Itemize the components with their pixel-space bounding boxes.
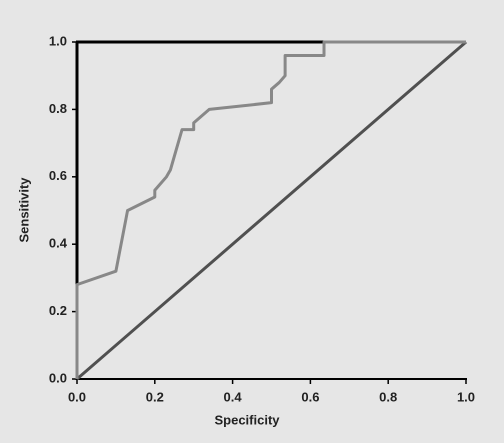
x-tick-label: 0.6 xyxy=(301,389,319,404)
x-tick-label: 0.2 xyxy=(146,389,164,404)
y-tick-label: 0.0 xyxy=(49,370,67,385)
x-tick-label: 1.0 xyxy=(457,389,475,404)
roc-line xyxy=(76,40,467,381)
y-axis-title: Sensitivity xyxy=(16,177,31,243)
x-tick-label: 0.0 xyxy=(68,389,86,404)
y-tick-label: 0.6 xyxy=(49,168,67,183)
y-tick-label: 1.0 xyxy=(49,33,67,48)
roc-line xyxy=(75,40,466,379)
x-axis-title: Specificity xyxy=(214,412,280,427)
x-tick-label: 0.4 xyxy=(224,389,243,404)
y-tick-label: 0.2 xyxy=(49,303,67,318)
y-tick-label: 0.4 xyxy=(49,236,68,251)
y-tick-label: 0.8 xyxy=(49,101,67,116)
x-tick-label: 0.8 xyxy=(379,389,397,404)
